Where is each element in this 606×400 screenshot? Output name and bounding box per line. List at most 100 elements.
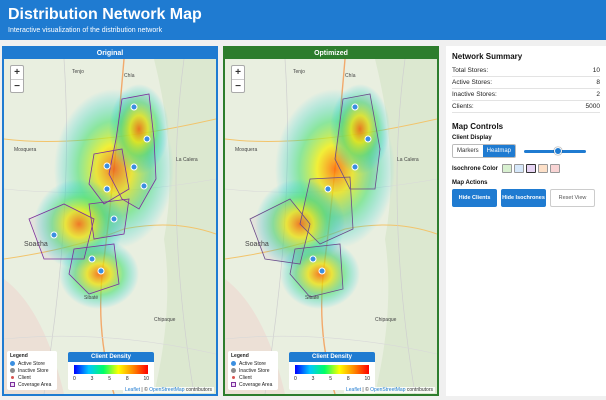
- legend-item-inactive-store: Inactive Store: [10, 367, 54, 374]
- map-svg-original: Tenjo Chía Mosquera Soacha Sibaté La Calera Ch…: [4, 59, 216, 394]
- isochrone-color-swatch[interactable]: [502, 164, 513, 173]
- slider-handle[interactable]: [554, 147, 563, 155]
- legend-label: Coverage Area: [18, 381, 52, 388]
- osm-link[interactable]: OpenStreetMap: [370, 387, 406, 393]
- legend-label: Inactive Store: [239, 367, 270, 374]
- summary-label: Total Stores:: [452, 67, 489, 74]
- legend-item-coverage-area: Coverage Area: [231, 381, 275, 388]
- page-subtitle: Interactive visualization of the distrib…: [8, 27, 163, 34]
- map-actions: Hide Clients Hide Isochrones Reset View: [452, 189, 600, 207]
- zoom-control: + −: [231, 65, 245, 93]
- place-label: Tenjo: [293, 69, 305, 75]
- place-label: Chipaque: [375, 317, 397, 323]
- client-display-row: Markers Heatmap: [452, 144, 600, 158]
- store-marker: [130, 103, 138, 111]
- leaflet-link[interactable]: Leaflet: [125, 387, 141, 393]
- hide-isochrones-button[interactable]: Hide Isochrones: [501, 189, 546, 207]
- leaflet-link[interactable]: Leaflet: [346, 387, 362, 393]
- panel-title-original: Original: [4, 48, 216, 59]
- store-marker: [88, 255, 96, 263]
- place-label: Sibaté: [305, 295, 319, 301]
- summary-value: 5000: [585, 103, 600, 110]
- coverage-area-polygon: [289, 243, 344, 298]
- density-tick: 5: [108, 376, 111, 382]
- client-display-label: Client Display: [452, 135, 492, 141]
- map-controls-title: Map Controls: [452, 122, 504, 131]
- zoom-out-button[interactable]: −: [11, 79, 23, 92]
- density-legend: Client Density 0 3 5 8 10: [289, 352, 375, 390]
- coverage-area-polygon: [334, 93, 381, 190]
- density-ticks: 0 3 5 8 10: [294, 376, 370, 382]
- inactive-store-icon: [231, 368, 236, 373]
- store-marker: [143, 135, 151, 143]
- legend-title: Legend: [10, 353, 28, 359]
- density-tick: 10: [364, 376, 370, 382]
- legend-label: Active Store: [18, 360, 45, 367]
- zoom-in-button[interactable]: +: [235, 67, 241, 78]
- zoom-out-button[interactable]: −: [232, 79, 244, 92]
- isochrone-color-swatch[interactable]: [550, 164, 561, 173]
- legend-item-client: Client: [231, 374, 275, 381]
- legend-item-coverage-area: Coverage Area: [10, 381, 54, 388]
- attribution-tail: contributors: [405, 387, 433, 393]
- map-canvas-original[interactable]: Tenjo Chía Mosquera Soacha Sibaté La Calera Ch…: [4, 59, 216, 394]
- density-tick: 0: [73, 376, 76, 382]
- place-label: Chía: [124, 73, 135, 79]
- client-icon: [11, 376, 14, 379]
- map-actions-label: Map Actions: [452, 180, 488, 186]
- store-marker: [351, 163, 359, 171]
- summary-row-inactive-stores: Inactive Stores: 2: [452, 89, 600, 101]
- store-marker: [103, 185, 111, 193]
- map-legend: Legend Active Store Inactive Store Clien…: [7, 351, 57, 390]
- density-tick: 8: [346, 376, 350, 382]
- store-marker: [351, 103, 359, 111]
- density-legend: Client Density 0 3 5 8 10: [68, 352, 154, 390]
- app-header: Distribution Network Map Interactive vis…: [0, 0, 606, 40]
- panel-title-optimized: Optimized: [225, 48, 437, 59]
- isochrone-color-label: Isochrone Color: [452, 165, 499, 172]
- summary-label: Inactive Stores:: [452, 91, 497, 98]
- active-store-icon: [10, 361, 15, 366]
- heatmap-button[interactable]: Heatmap: [482, 145, 516, 157]
- density-ticks: 0 3 5 8 10: [73, 376, 149, 382]
- place-label: La Calera: [176, 157, 198, 163]
- inactive-store-icon: [10, 368, 15, 373]
- isochrone-color-swatch[interactable]: [538, 164, 549, 173]
- store-marker: [130, 163, 138, 171]
- hide-clients-button[interactable]: Hide Clients: [452, 189, 497, 207]
- heatmap-blob: [330, 84, 390, 174]
- osm-link[interactable]: OpenStreetMap: [149, 387, 185, 393]
- coverage-area-polygon: [299, 176, 354, 245]
- legend-item-active-store: Active Store: [231, 360, 275, 367]
- place-label: Mosquera: [14, 147, 36, 153]
- attribution-tail: contributors: [184, 387, 212, 393]
- heatmap-intensity-slider[interactable]: [524, 147, 587, 155]
- density-tick: 10: [143, 376, 149, 382]
- legend-label: Inactive Store: [18, 367, 49, 374]
- summary-label: Active Stores:: [452, 79, 493, 86]
- road: [225, 335, 437, 355]
- coverage-area-icon: [10, 382, 15, 387]
- legend-label: Coverage Area: [239, 381, 273, 388]
- markers-button[interactable]: Markers: [453, 145, 483, 157]
- map-attribution: Leaflet | © OpenStreetMap contributors: [123, 387, 214, 393]
- page-title: Distribution Network Map: [8, 6, 202, 23]
- summary-row-total-stores: Total Stores: 10: [452, 65, 600, 77]
- summary-value: 2: [596, 91, 600, 98]
- sidebar: Network Summary Total Stores: 10 Active S…: [446, 46, 606, 396]
- zoom-control: + −: [10, 65, 24, 93]
- client-icon: [232, 376, 235, 379]
- isochrone-color-swatch[interactable]: [526, 164, 537, 173]
- density-tick: 3: [90, 376, 94, 382]
- legend-label: Client: [18, 374, 31, 381]
- isochrone-color-swatch[interactable]: [514, 164, 525, 173]
- summary-value: 8: [596, 79, 600, 86]
- zoom-in-button[interactable]: +: [14, 67, 20, 78]
- attribution-sep: | ©: [361, 387, 371, 393]
- road: [396, 59, 416, 394]
- reset-view-button[interactable]: Reset View: [550, 189, 595, 207]
- place-label: Tenjo: [72, 69, 84, 75]
- map-canvas-optimized[interactable]: Tenjo Chía Mosquera Soacha Sibaté La Calera Ch…: [225, 59, 437, 394]
- density-tick: 0: [294, 376, 297, 382]
- road: [175, 59, 195, 394]
